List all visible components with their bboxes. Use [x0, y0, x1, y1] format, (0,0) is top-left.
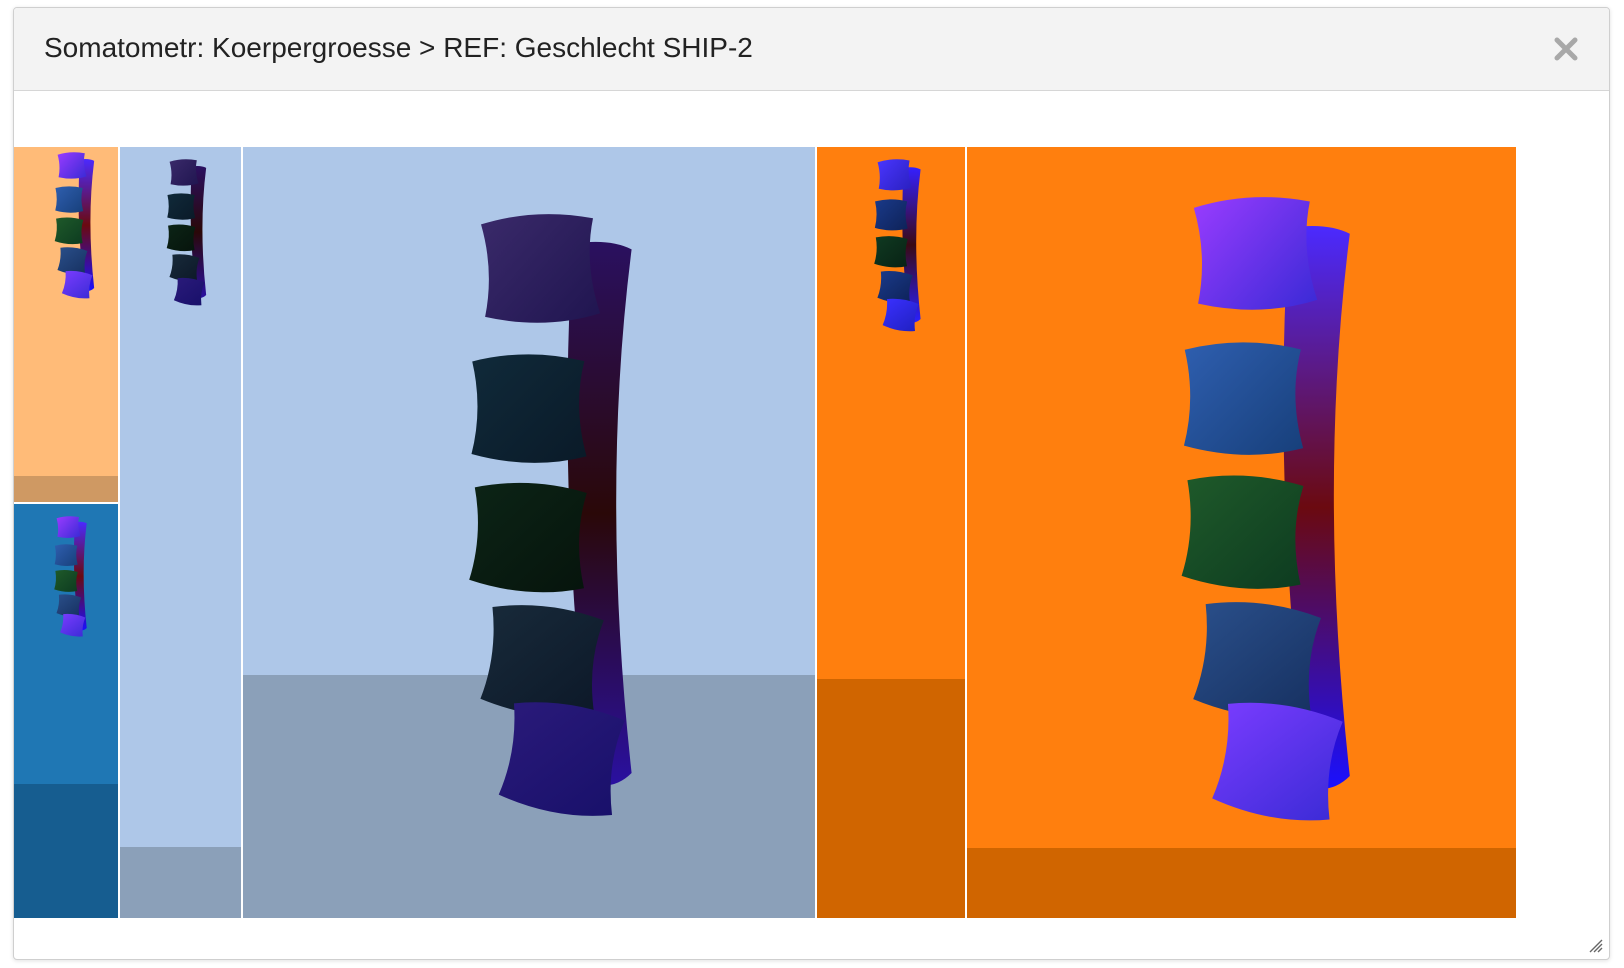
vertebra-block: [166, 224, 196, 252]
vertebra-block: [55, 186, 84, 213]
vertebra-block: [481, 214, 601, 323]
vertebra-block: [169, 159, 199, 186]
modal-dialog: Somatometr: Koerpergroesse > REF: Geschl…: [13, 7, 1610, 960]
vertebra-block: [56, 516, 81, 538]
vertebra-block: [1183, 342, 1304, 455]
cell-bar: [14, 784, 118, 918]
modal-title: Somatometr: Koerpergroesse > REF: Geschl…: [44, 32, 753, 63]
treemap-cell-6[interactable]: [967, 147, 1516, 918]
vertebra-block: [480, 605, 604, 717]
vertebra-block: [1212, 702, 1343, 821]
modal-header: Somatometr: Koerpergroesse > REF: Geschl…: [14, 8, 1609, 91]
vertebra-block: [54, 569, 78, 592]
vertebra-block: [57, 152, 87, 179]
vertebra-block: [1193, 602, 1321, 718]
cell-bar: [817, 679, 965, 918]
spine-glyph-svg: [54, 516, 87, 637]
vertebra-block: [56, 594, 82, 617]
treemap-cell-2[interactable]: [14, 504, 118, 918]
spine-glyph-svg: [874, 159, 921, 332]
vertebra-block: [498, 702, 625, 816]
vertebra-block: [60, 613, 86, 637]
vertebra-block: [1193, 197, 1318, 310]
close-icon[interactable]: [1551, 34, 1581, 64]
vertebra-block: [882, 298, 919, 332]
cell-bar: [967, 848, 1516, 918]
vertebra-block: [874, 236, 908, 268]
cell-bar: [14, 476, 118, 502]
cell-bar: [120, 847, 241, 918]
vertebra-block: [173, 277, 205, 306]
vertebra-block: [877, 159, 912, 191]
vertebra-block: [469, 482, 587, 593]
treemap-cell-4[interactable]: [243, 147, 815, 918]
treemap-cell-1[interactable]: [14, 147, 118, 502]
vertebra-block: [169, 254, 200, 282]
vertebra-block: [1181, 475, 1304, 589]
spine-glyph-svg: [166, 159, 207, 306]
vertebra-block: [54, 544, 78, 566]
spine-glyph-svg: [54, 152, 95, 299]
vertebra-block: [471, 354, 587, 463]
vertebra-block: [57, 247, 88, 275]
spine-glyph-svg: [469, 214, 632, 816]
treemap-cell-5[interactable]: [817, 147, 965, 918]
vertebra-block: [874, 199, 908, 231]
vertebra-block: [877, 271, 913, 303]
spine-glyph-svg: [1181, 197, 1350, 821]
vertebra-block: [167, 193, 196, 220]
treemap-cell-3[interactable]: [120, 147, 241, 918]
resize-grip-icon[interactable]: [1587, 937, 1603, 953]
vertebra-block: [54, 217, 84, 245]
vertebra-block: [61, 270, 93, 299]
